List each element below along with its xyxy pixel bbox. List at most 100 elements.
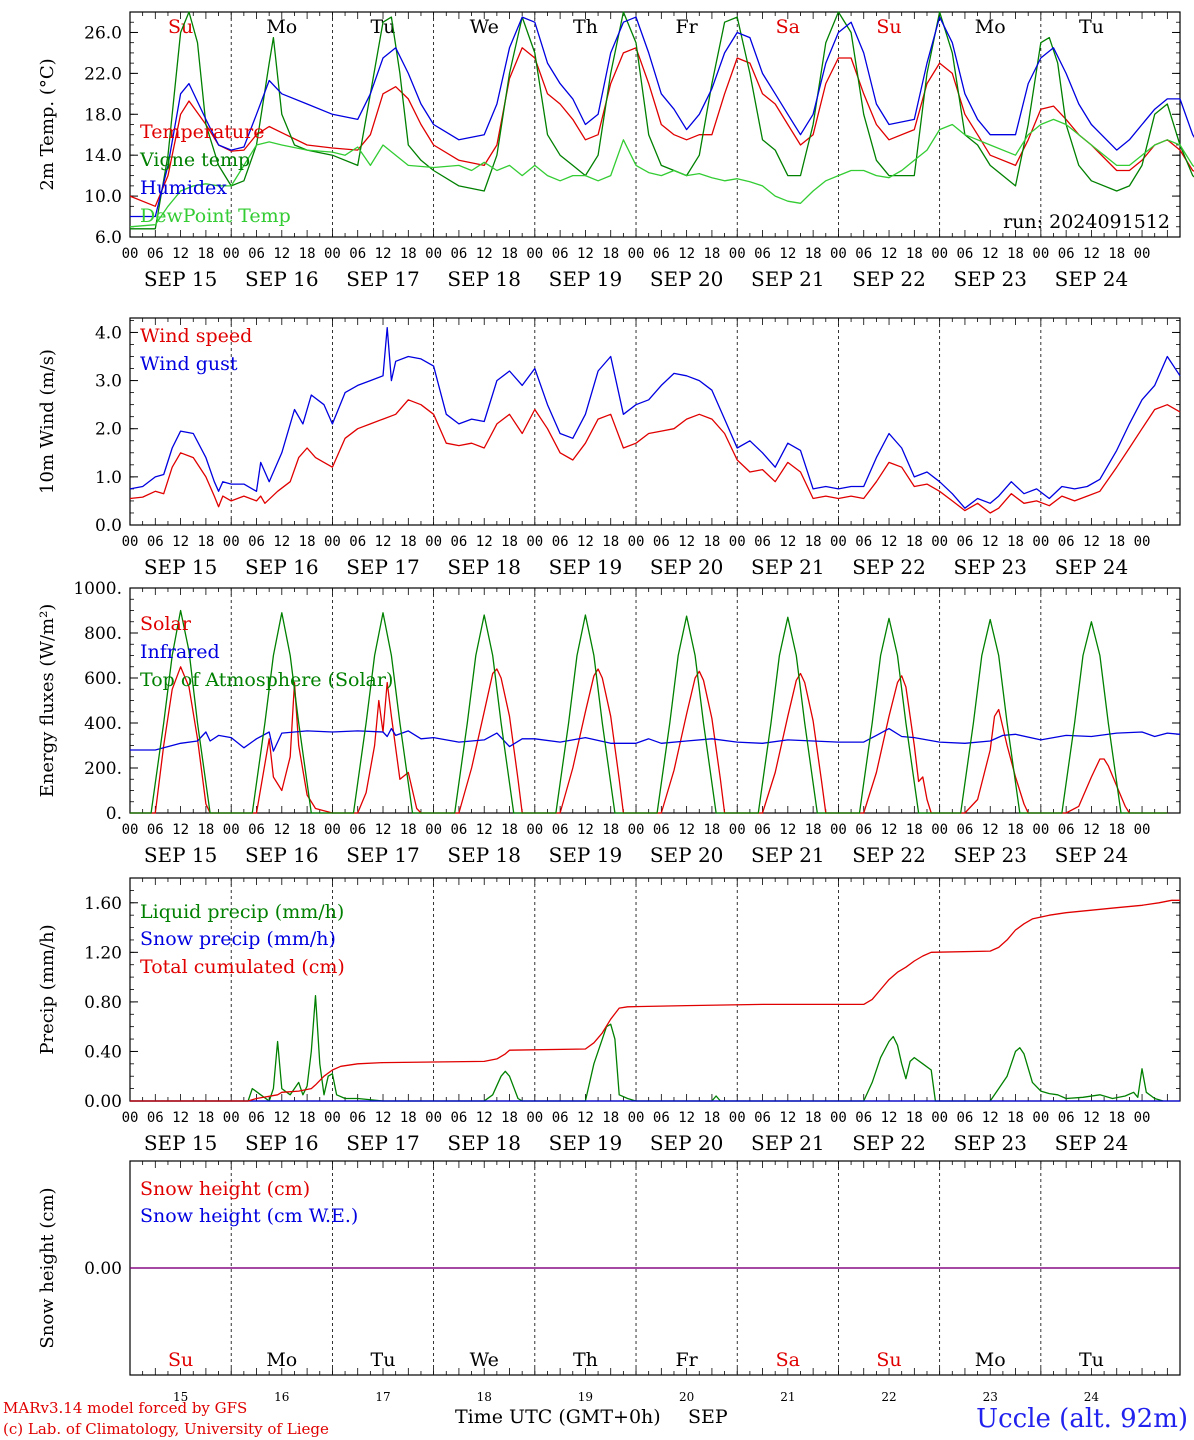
x-hour-label: 12 xyxy=(273,822,290,838)
weekday-label: Tu xyxy=(371,16,396,38)
x-hour-label: 18 xyxy=(299,1110,316,1126)
series-line-liquid-precip-mm-h- xyxy=(130,995,1164,1102)
y-tick-label: 400. xyxy=(84,714,122,734)
x-hour-label: 18 xyxy=(703,822,720,838)
x-date-label: SEP 18 xyxy=(447,1131,521,1155)
x-hour-label: 18 xyxy=(1108,1110,1125,1126)
x-hour-label: 00 xyxy=(324,246,341,262)
series-line-dewpoint-temp xyxy=(129,118,1194,228)
x-hour-label: 06 xyxy=(653,1110,670,1126)
x-hour-label: 18 xyxy=(197,246,214,262)
x-hour-label: 00 xyxy=(729,1110,746,1126)
x-hour-label: 00 xyxy=(1134,1110,1151,1126)
x-hour-label: 12 xyxy=(476,1110,493,1126)
day-number-label: 21 xyxy=(780,1390,795,1404)
x-hour-label: 18 xyxy=(299,822,316,838)
day-number-label: 24 xyxy=(1084,1390,1100,1404)
x-hour-label: 18 xyxy=(906,246,923,262)
x-hour-label: 00 xyxy=(526,246,543,262)
x-hour-label: 18 xyxy=(805,534,822,550)
weekday-label: Mo xyxy=(975,1349,1006,1371)
x-hour-label: 00 xyxy=(1032,246,1049,262)
x-date-label: SEP 17 xyxy=(346,267,420,291)
y-tick-label: 1.0 xyxy=(95,468,122,488)
x-hour-label: 00 xyxy=(122,822,139,838)
x-hour-label: 00 xyxy=(1032,822,1049,838)
x-hour-label: 06 xyxy=(248,1110,265,1126)
x-hour-label: 00 xyxy=(1134,822,1151,838)
x-hour-label: 12 xyxy=(172,1110,189,1126)
x-hour-label: 18 xyxy=(400,822,417,838)
y-tick-label: 1000. xyxy=(73,579,122,599)
x-date-label: SEP 18 xyxy=(447,267,521,291)
x-hour-label: 12 xyxy=(273,534,290,550)
x-hour-label: 06 xyxy=(349,822,366,838)
x-hour-label: 06 xyxy=(450,246,467,262)
series-line-wind-gust xyxy=(129,326,1181,509)
x-hour-label: 00 xyxy=(931,534,948,550)
x-hour-label: 12 xyxy=(577,534,594,550)
x-date-label: SEP 22 xyxy=(852,1131,926,1155)
x-hour-label: 18 xyxy=(400,1110,417,1126)
x-hour-label: 00 xyxy=(729,246,746,262)
x-hour-label: 18 xyxy=(501,534,518,550)
y-axis-label: Precip (mm/h) xyxy=(37,924,58,1054)
weekday-label: Tu xyxy=(371,1349,396,1371)
x-hour-label: 12 xyxy=(1083,246,1100,262)
x-hour-label: 06 xyxy=(1058,1110,1075,1126)
x-hour-label: 18 xyxy=(299,534,316,550)
x-hour-label: 06 xyxy=(248,822,265,838)
x-date-label: SEP 19 xyxy=(549,843,623,867)
x-date-label: SEP 24 xyxy=(1055,555,1129,579)
x-hour-label: 06 xyxy=(1058,822,1075,838)
x-date-label: SEP 21 xyxy=(751,1131,825,1155)
y-axis-label: Snow height (cm) xyxy=(37,1187,58,1348)
x-hour-label: 06 xyxy=(855,822,872,838)
panel-frame xyxy=(129,11,1181,238)
weekday-label: Su xyxy=(168,1349,193,1371)
x-hour-label: 12 xyxy=(577,822,594,838)
legend-entry: Snow height (cm W.E.) xyxy=(140,1205,358,1227)
x-hour-label: 18 xyxy=(805,246,822,262)
x-hour-label: 00 xyxy=(931,1110,948,1126)
panel-snow: 0.00 Snow height (cm) Su 15 Mo 16 Tu 17 We 18 Th 19… xyxy=(37,1160,1181,1404)
x-hour-label: 12 xyxy=(273,246,290,262)
y-tick-label: 600. xyxy=(84,669,122,689)
x-hour-label: 18 xyxy=(197,822,214,838)
legend-entry: Wind speed xyxy=(140,325,252,347)
x-hour-label: 00 xyxy=(1134,534,1151,550)
x-hour-label: 12 xyxy=(1083,534,1100,550)
x-date-label: SEP 23 xyxy=(953,1131,1027,1155)
x-hour-label: 18 xyxy=(1007,1110,1024,1126)
y-tick-label: 0.0 xyxy=(95,516,122,536)
x-hour-label: 06 xyxy=(653,534,670,550)
x-hour-label: 06 xyxy=(653,822,670,838)
series-line-top-of-atmosphere-solar- xyxy=(130,609,1168,814)
y-tick-label: 22.0 xyxy=(84,64,122,84)
x-hour-label: 00 xyxy=(223,246,240,262)
x-hour-label: 12 xyxy=(779,246,796,262)
x-hour-label: 06 xyxy=(957,246,974,262)
legend-entry: Solar xyxy=(140,613,192,635)
x-date-label: SEP 19 xyxy=(549,555,623,579)
y-axis-label: 10m Wind (m/s) xyxy=(37,349,58,494)
x-date-label: SEP 15 xyxy=(144,555,218,579)
x-date-label: SEP 21 xyxy=(751,843,825,867)
weekday-label: Mo xyxy=(266,16,297,38)
y-tick-label: 0.00 xyxy=(84,1259,122,1279)
x-date-label: SEP 17 xyxy=(346,843,420,867)
x-date-label: SEP 20 xyxy=(650,843,724,867)
x-hour-label: 00 xyxy=(324,534,341,550)
x-hour-label: 12 xyxy=(1083,822,1100,838)
x-hour-label: 06 xyxy=(349,534,366,550)
x-hour-label: 12 xyxy=(577,246,594,262)
y-axis-label: 2m Temp. (°C) xyxy=(37,58,58,190)
legend-entry: Temperature xyxy=(140,121,264,143)
x-hour-label: 06 xyxy=(450,534,467,550)
x-hour-label: 00 xyxy=(931,246,948,262)
x-hour-label: 06 xyxy=(147,246,164,262)
x-hour-label: 00 xyxy=(223,822,240,838)
x-hour-label: 12 xyxy=(476,246,493,262)
y-tick-label: 4.0 xyxy=(95,323,122,343)
